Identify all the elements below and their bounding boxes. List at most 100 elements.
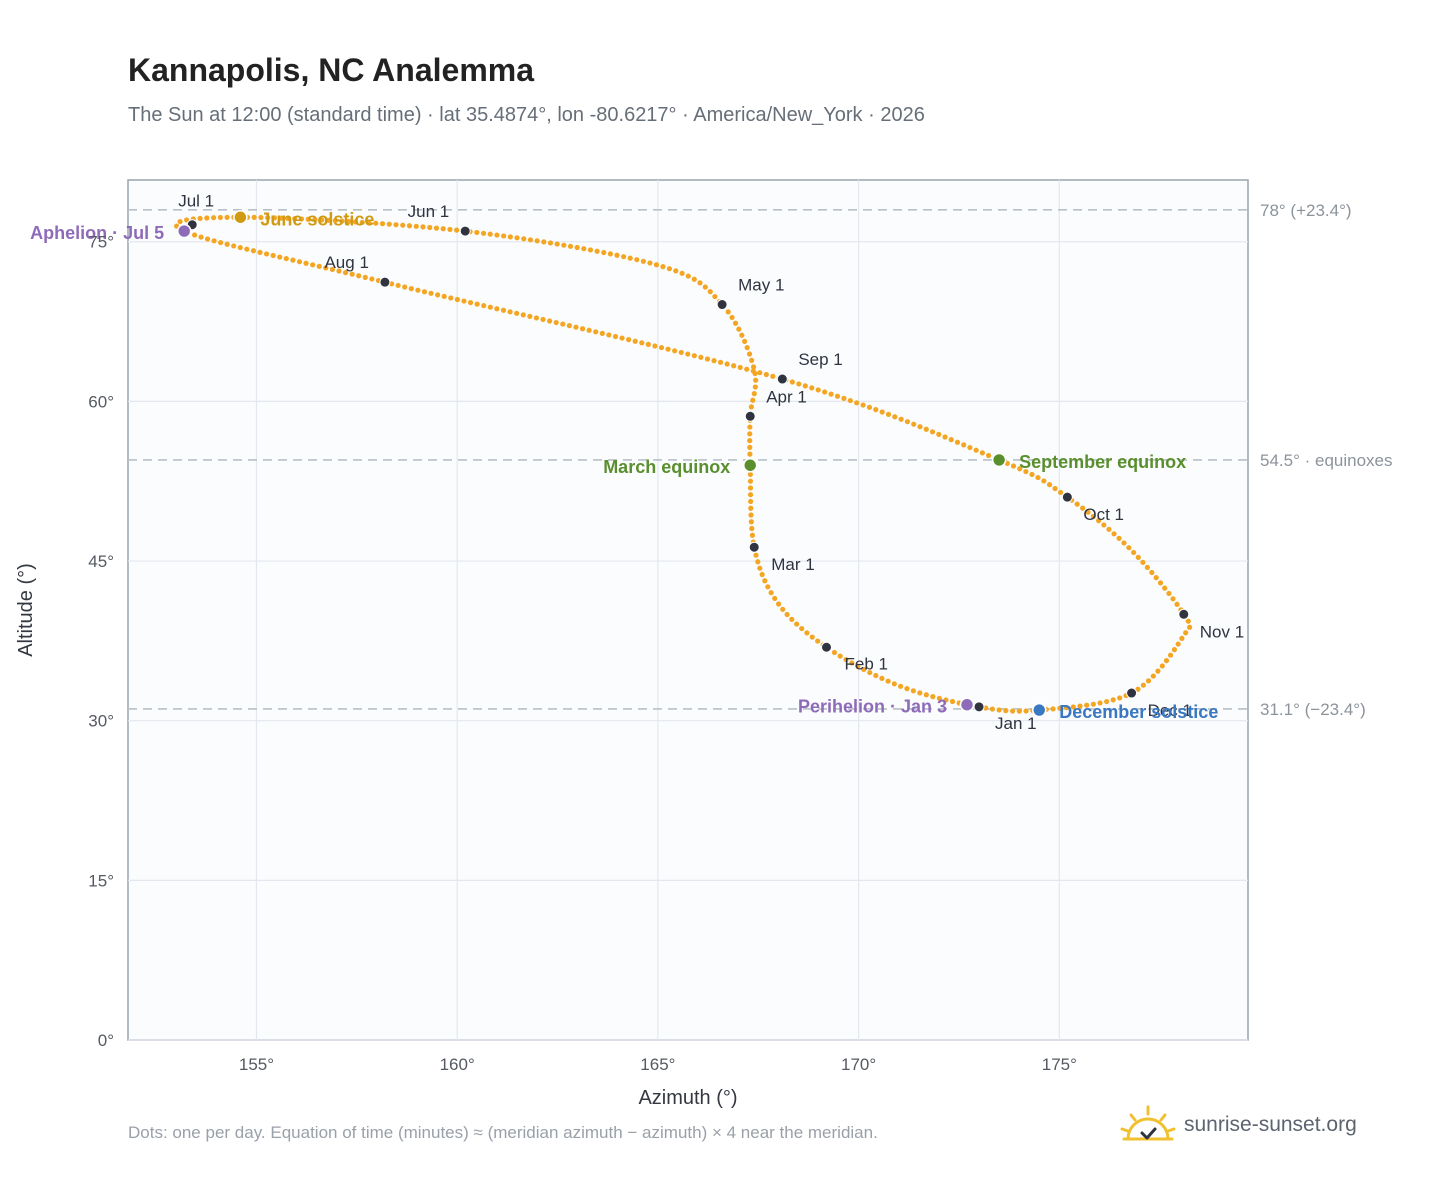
day-dot (258, 214, 264, 221)
day-dot (561, 242, 567, 248)
day-dot (748, 512, 754, 518)
day-dot (501, 233, 507, 239)
day-dot (802, 383, 808, 389)
day-dot (645, 341, 651, 347)
day-dot (278, 215, 284, 221)
y-tick-label: 0° (98, 1031, 114, 1050)
day-dot (1144, 564, 1150, 570)
day-dot (789, 379, 795, 385)
day-dot (744, 345, 750, 351)
day-dot (1077, 703, 1083, 709)
event-markers: June solstice Aphelion · Jul 5 March equin… (30, 209, 1218, 722)
day-dot (1050, 706, 1056, 712)
day-dot (772, 595, 778, 602)
month-label: Jan 1 (995, 714, 1037, 733)
day-dot (540, 316, 546, 323)
day-dot (224, 214, 230, 220)
y-axis-label: Altitude (°) (15, 563, 37, 657)
day-dot (647, 260, 653, 266)
day-dot (747, 431, 753, 437)
day-dot (747, 485, 754, 491)
day-dot (305, 216, 311, 222)
day-dot (1135, 686, 1141, 692)
day-dot (359, 219, 365, 225)
day-dot (660, 264, 666, 270)
day-dot (270, 252, 276, 259)
day-dot (742, 338, 748, 344)
day-dot (1187, 624, 1193, 630)
day-dot (794, 621, 800, 627)
month-marker (748, 541, 760, 553)
day-dot (593, 329, 599, 335)
day-dot (250, 248, 257, 254)
day-dot (1183, 630, 1189, 636)
month-marker (820, 641, 832, 653)
day-dot (904, 419, 911, 425)
x-tick-label: 165° (640, 1055, 675, 1074)
day-dot (747, 478, 754, 484)
day-dot (752, 370, 758, 377)
day-dot (454, 296, 460, 303)
day-dot (332, 218, 338, 224)
day-dot (885, 678, 891, 684)
day-dot (750, 364, 757, 370)
day-dot (685, 351, 691, 357)
day-dot (1046, 482, 1053, 488)
day-dot (849, 660, 855, 666)
day-dot (573, 324, 579, 330)
brand-text[interactable]: sunrise-sunset.org (1184, 1113, 1357, 1136)
day-dot (441, 293, 447, 300)
day-dot (711, 358, 717, 364)
day-dot (747, 444, 753, 450)
day-dot (989, 706, 995, 712)
day-dot (923, 692, 929, 698)
day-dot (917, 424, 923, 430)
day-dot (1174, 601, 1180, 607)
day-dot (1150, 673, 1156, 679)
day-dot (369, 276, 375, 282)
day-dot (621, 254, 627, 260)
day-dot (1052, 485, 1058, 492)
day-dot (312, 216, 318, 223)
day-dot (184, 217, 190, 223)
day-dot (607, 251, 613, 257)
day-dot (1116, 535, 1122, 541)
day-dot (534, 238, 540, 244)
y-tick-label: 60° (88, 392, 114, 411)
month-label: May 1 (738, 276, 784, 295)
day-dot (1175, 641, 1181, 647)
day-dot (319, 217, 325, 223)
day-dot (673, 268, 679, 274)
month-label: Apr 1 (766, 387, 807, 406)
day-dot (251, 214, 257, 220)
day-dot (936, 695, 942, 701)
day-dot (1009, 708, 1016, 714)
day-dot (702, 284, 708, 290)
day-dot (762, 578, 768, 584)
reference-line-label: 54.5° · equinoxes (1260, 451, 1393, 470)
day-dot (393, 222, 399, 228)
day-dot (1140, 682, 1146, 688)
brand[interactable]: sunrise-sunset.org (1120, 1102, 1357, 1148)
day-dot (1101, 522, 1107, 528)
day-dot (961, 442, 967, 448)
event-marker (959, 697, 975, 713)
day-dot (356, 273, 362, 279)
day-dot (751, 391, 757, 397)
day-dot (1126, 545, 1132, 551)
day-dot (599, 330, 605, 336)
day-dot (765, 584, 771, 590)
day-dot (218, 239, 224, 246)
month-markers: Jan 1 Feb 1 Mar 1 Apr 1 May 1 Jun 1 Jul 1 Aug 1… (178, 192, 1244, 733)
day-dot (725, 309, 731, 315)
day-dot (487, 304, 493, 310)
day-dot (481, 303, 487, 309)
month-marker (973, 701, 985, 713)
day-dot (666, 266, 673, 272)
day-dot (373, 220, 379, 226)
day-dot (467, 299, 474, 306)
day-dot (500, 307, 507, 313)
day-dot (408, 286, 414, 292)
day-dot (1163, 658, 1170, 664)
